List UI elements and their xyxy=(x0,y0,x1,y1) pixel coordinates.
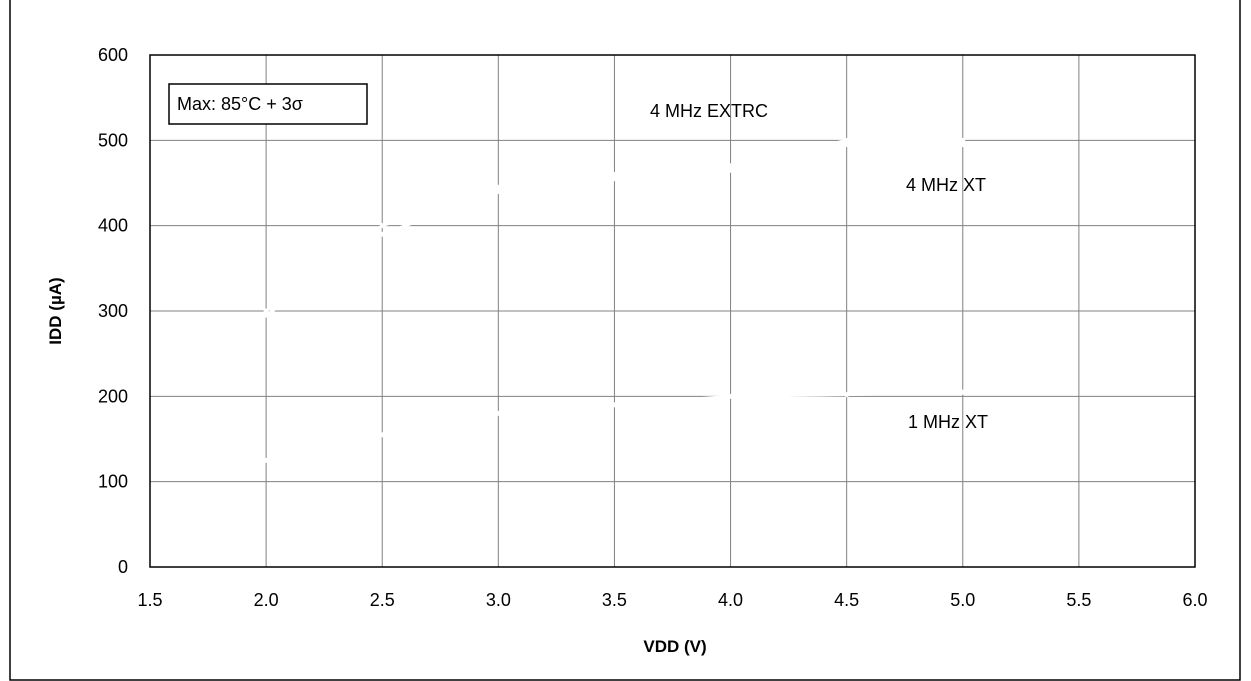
x-tick-label: 1.5 xyxy=(137,590,162,610)
x-tick-label: 4.0 xyxy=(718,590,743,610)
data-point xyxy=(379,231,385,237)
x-tick-label: 2.5 xyxy=(370,590,395,610)
data-point xyxy=(960,389,966,395)
data-point xyxy=(611,402,617,408)
outer-border xyxy=(9,0,1241,681)
data-point xyxy=(379,432,385,438)
note-box xyxy=(168,83,368,125)
y-tick-label: 300 xyxy=(98,301,128,321)
data-point xyxy=(495,410,501,416)
y-tick-label: 400 xyxy=(98,216,128,236)
y-tick-label: 200 xyxy=(98,386,128,406)
y-tick-label: 500 xyxy=(98,130,128,150)
data-point xyxy=(263,308,269,314)
data-point xyxy=(495,184,501,190)
y-tick-label: 600 xyxy=(98,45,128,65)
data-point xyxy=(728,167,734,173)
data-point xyxy=(844,142,850,148)
x-tick-label: 6.0 xyxy=(1182,590,1207,610)
data-point xyxy=(495,189,501,195)
data-point xyxy=(844,137,850,143)
data-point xyxy=(844,392,850,398)
data-point xyxy=(611,171,617,177)
x-tick-label: 4.5 xyxy=(834,590,859,610)
y-tick-label: 0 xyxy=(118,557,128,577)
x-tick-label: 2.0 xyxy=(254,590,279,610)
x-tick-label: 3.0 xyxy=(486,590,511,610)
x-tick-label: 5.5 xyxy=(1066,590,1091,610)
x-axis-title: VDD (V) xyxy=(643,637,706,656)
data-point xyxy=(728,163,734,169)
y-tick-labels: 0 100 200 300 400 500 600 xyxy=(98,45,128,577)
data-point xyxy=(960,142,966,148)
data-point xyxy=(379,223,385,229)
data-point xyxy=(263,457,269,463)
series-lines xyxy=(263,137,966,463)
series-label-4mhz-xt: 4 MHz XT xyxy=(906,175,986,195)
series-label-1mhz-xt: 1 MHz XT xyxy=(908,412,988,432)
data-point xyxy=(611,176,617,182)
x-tick-label: 5.0 xyxy=(950,590,975,610)
data-point xyxy=(263,312,269,318)
data-point xyxy=(960,137,966,143)
x-tick-label: 3.5 xyxy=(602,590,627,610)
note-text: Max: 85°C + 3σ xyxy=(177,94,303,114)
series-label-4mhz-extrc: 4 MHz EXTRC xyxy=(650,101,768,121)
data-point xyxy=(728,393,734,399)
y-tick-label: 100 xyxy=(98,472,128,492)
plot-area-border xyxy=(149,54,1196,568)
y-axis-title: IDD (µA) xyxy=(46,277,65,344)
grid xyxy=(150,55,1195,567)
x-tick-labels: 1.5 2.0 2.5 3.0 3.5 4.0 4.5 5.0 5.5 6.0 xyxy=(137,590,1207,610)
